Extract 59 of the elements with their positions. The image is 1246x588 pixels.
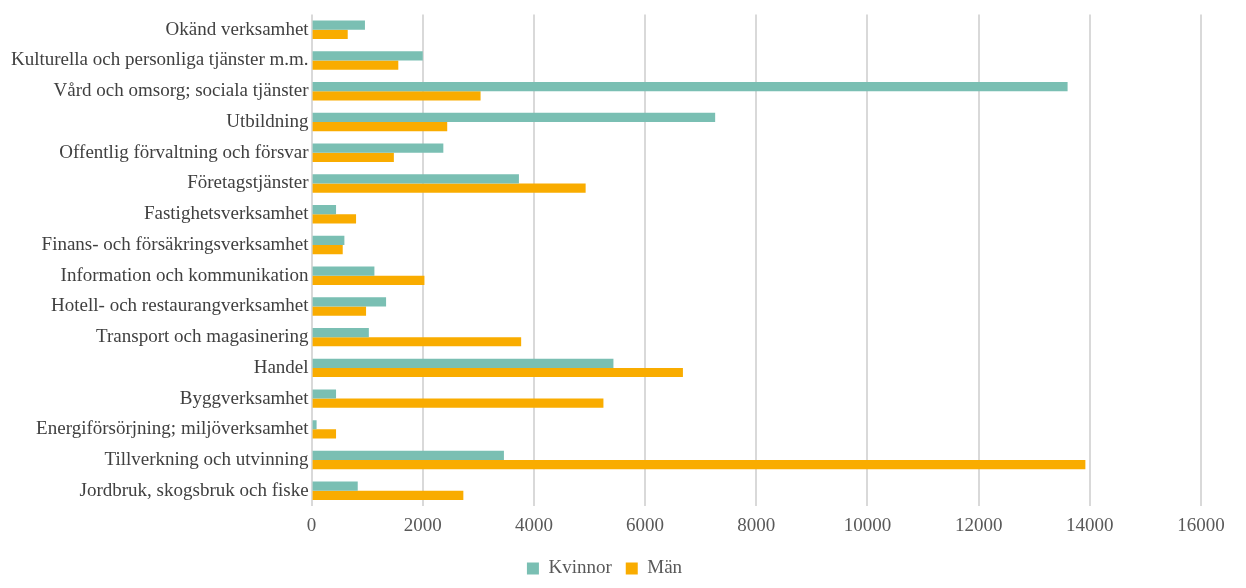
bar <box>312 91 481 101</box>
bar <box>312 327 369 338</box>
bar <box>312 143 444 153</box>
bar <box>312 337 522 347</box>
y-tick-label: Okänd verksamhet <box>165 17 310 39</box>
y-tick-label: Vård och omsorg; sociala tjänster <box>53 79 310 101</box>
x-tick-label: 16000 <box>1177 513 1225 535</box>
bar <box>312 429 337 439</box>
bar <box>312 60 399 70</box>
x-tick-label: 0 <box>306 513 317 535</box>
bar <box>312 204 337 215</box>
y-tick-label: Jordbruk, skogsbruk och fiske <box>79 478 309 500</box>
y-tick-label: Offentlig förvaltning och försvar <box>59 140 310 162</box>
y-tick-label: Tillverkning och utvinning <box>104 448 310 470</box>
y-tick-label: Byggverksamhet <box>179 386 310 408</box>
y-tick-label: Hotell- och restaurangverksamhet <box>51 294 310 316</box>
x-tick-label: 14000 <box>1066 513 1114 535</box>
bar <box>312 481 358 491</box>
bar <box>312 121 448 132</box>
bar <box>312 235 345 245</box>
legend-label: Män <box>647 556 683 578</box>
y-tick-label: Information och kommunikation <box>60 263 310 285</box>
y-tick-label: Kulturella och personliga tjänster m.m. <box>11 48 309 70</box>
bar <box>312 214 357 224</box>
y-tick-label: Fastighetsverksamhet <box>143 202 310 224</box>
bar <box>312 51 423 61</box>
bar <box>312 398 604 408</box>
bar <box>312 266 375 276</box>
bar <box>312 306 367 316</box>
x-tick-label: 10000 <box>843 513 892 535</box>
y-tick-label: Utbildning <box>226 109 310 131</box>
y-tick-label: Transport och magasinering <box>96 325 310 347</box>
bar <box>312 389 337 399</box>
y-tick-label: Energiförsörjning; miljöverksamhet <box>36 417 310 439</box>
bar <box>312 244 343 255</box>
legend-label: Kvinnor <box>548 556 613 578</box>
bar <box>312 183 586 193</box>
bar <box>312 275 425 285</box>
x-tick-label: 6000 <box>626 513 665 535</box>
x-tick-label: 2000 <box>403 513 442 535</box>
bar <box>312 367 683 378</box>
bar <box>312 20 365 30</box>
bar <box>312 450 504 461</box>
bar <box>312 152 394 162</box>
y-tick-label: Handel <box>253 355 309 377</box>
bar <box>312 174 519 184</box>
bar <box>312 490 464 501</box>
bar <box>312 420 317 430</box>
bar <box>312 82 1068 92</box>
x-tick-label: 4000 <box>514 513 553 535</box>
x-tick-label: 8000 <box>737 513 776 535</box>
bar <box>312 460 1086 470</box>
bar <box>312 358 614 368</box>
bar <box>312 297 387 307</box>
bar <box>312 112 716 122</box>
bar <box>312 29 348 39</box>
x-tick-label: 12000 <box>954 513 1003 535</box>
y-tick-label: Företagstjänster <box>187 171 310 193</box>
y-tick-label: Finans- och försäkringsverksamhet <box>41 232 310 254</box>
